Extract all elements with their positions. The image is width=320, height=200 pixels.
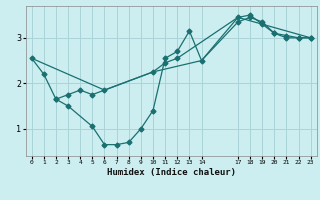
X-axis label: Humidex (Indice chaleur): Humidex (Indice chaleur) xyxy=(107,168,236,177)
